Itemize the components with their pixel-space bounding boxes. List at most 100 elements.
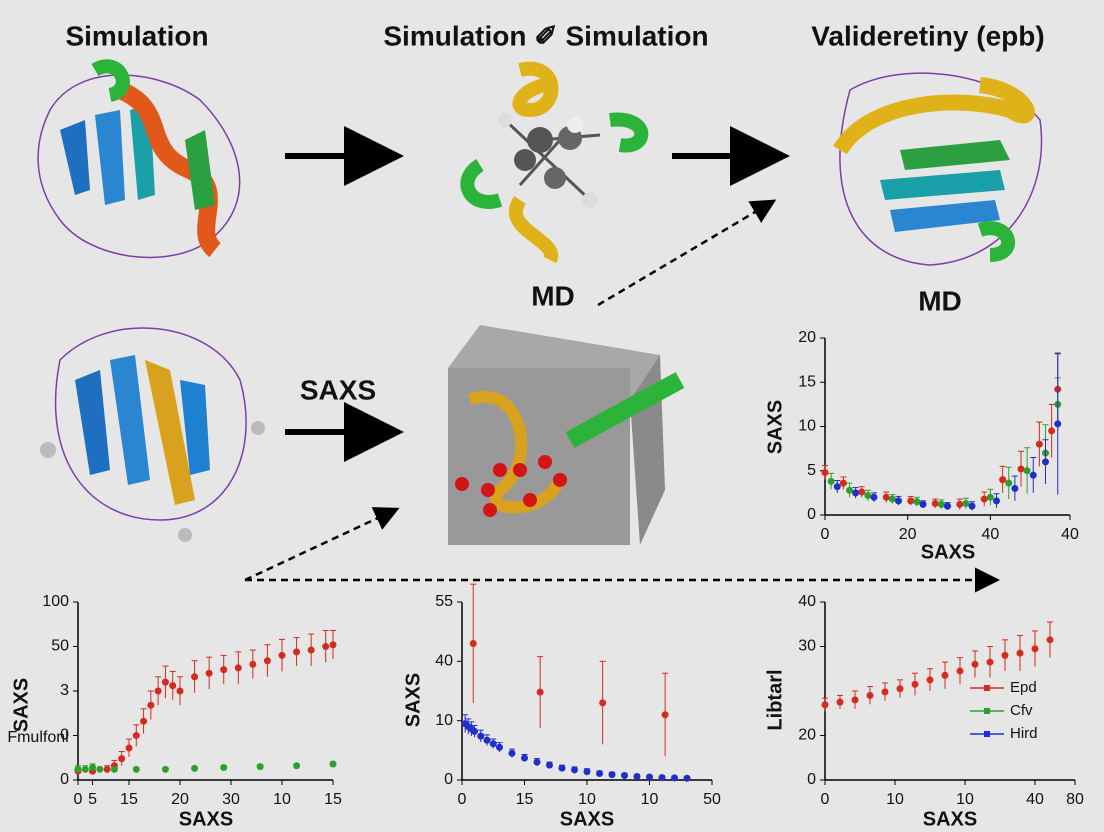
data-point: [118, 755, 126, 763]
x-tick-label: 50: [703, 791, 721, 808]
y-tick-label: 0: [807, 771, 816, 788]
data-point: [907, 497, 915, 505]
y-axis-label: Libtarl: [764, 669, 786, 730]
data-point: [599, 699, 607, 707]
legend-marker: [984, 685, 990, 691]
data-point: [944, 502, 951, 510]
data-point: [469, 640, 477, 648]
panel-label: MD: [918, 285, 962, 316]
data-point: [154, 687, 162, 695]
data-point: [496, 743, 503, 751]
y-tick-label: 3: [60, 682, 69, 699]
legend-marker: [984, 731, 990, 737]
data-point: [658, 774, 666, 782]
data-point: [329, 641, 337, 649]
data-point: [671, 774, 678, 782]
legend-marker: [984, 708, 990, 714]
legend-label: Cfv: [1010, 702, 1033, 719]
data-point: [971, 660, 979, 668]
x-tick-label: 40: [1061, 526, 1079, 543]
data-point: [1011, 484, 1019, 492]
y-tick-label: 5: [807, 462, 816, 479]
x-tick-label: 0: [458, 791, 467, 808]
x-tick-label: 0: [821, 526, 830, 543]
y-tick-label: 10: [435, 712, 453, 729]
data-point: [293, 762, 301, 770]
data-point: [533, 758, 541, 766]
data-point: [608, 771, 616, 779]
data-point: [263, 657, 271, 665]
x-tick-label: 10: [273, 791, 291, 808]
x-axis-label: SAXS: [179, 808, 233, 830]
data-point: [81, 765, 89, 773]
y-tick-label: 15: [798, 373, 816, 390]
data-point: [852, 489, 860, 497]
data-point: [839, 479, 847, 487]
data-point: [558, 764, 566, 772]
data-point: [489, 740, 497, 748]
data-point: [103, 765, 111, 773]
y-tick-label: 30: [798, 638, 816, 655]
data-point: [646, 773, 653, 781]
data-point: [140, 717, 148, 725]
y-axis-label: Fmulfonl: [7, 729, 68, 746]
y-tick-label: 55: [435, 593, 453, 610]
data-point: [1054, 420, 1062, 428]
panel-title: Simulation ✐ Simulation: [383, 20, 708, 51]
data-point: [633, 772, 641, 780]
y-tick-label: 10: [798, 418, 816, 435]
y-tick-label: 0: [444, 771, 453, 788]
x-tick-label: 80: [1066, 791, 1084, 808]
y-tick-label: 0: [60, 771, 69, 788]
data-point: [1046, 636, 1054, 644]
data-point: [993, 497, 1000, 505]
data-point: [205, 669, 213, 677]
data-point: [836, 698, 844, 706]
y-tick-label: 0: [60, 727, 69, 744]
data-point: [846, 486, 853, 494]
data-point: [307, 646, 315, 654]
x-tick-label: 15: [120, 791, 138, 808]
data-point: [919, 500, 927, 508]
data-point: [96, 765, 104, 773]
data-point: [1005, 479, 1013, 487]
data-point: [881, 688, 889, 696]
x-axis-label: SAXS: [921, 541, 975, 563]
data-point: [661, 711, 669, 719]
y-tick-label: 100: [42, 593, 69, 610]
data-point: [191, 673, 199, 681]
data-point: [833, 483, 841, 491]
data-point: [1001, 651, 1009, 659]
legend-label: Epd: [1010, 679, 1037, 696]
data-point: [980, 495, 988, 503]
data-point: [161, 678, 169, 686]
data-point: [895, 497, 902, 505]
data-point: [521, 754, 528, 762]
x-tick-label: 30: [222, 791, 240, 808]
x-tick-label: 10: [578, 791, 596, 808]
arrows: [244, 126, 1000, 593]
data-point: [477, 732, 485, 740]
data-point: [583, 768, 591, 776]
data-point: [596, 769, 603, 777]
y-tick-label: 40: [435, 653, 453, 670]
data-point: [821, 701, 829, 709]
panel-title: Simulation: [65, 20, 208, 51]
data-point: [986, 493, 994, 501]
data-point: [147, 701, 155, 709]
protein-illustration: [833, 72, 1043, 266]
data-point: [1023, 467, 1031, 475]
simulation-box: [448, 325, 685, 545]
data-point: [851, 696, 859, 704]
data-point: [683, 774, 691, 782]
data-point: [220, 764, 228, 772]
x-tick-label: 10: [641, 791, 659, 808]
protein-illustration: [40, 327, 265, 542]
data-point: [870, 493, 878, 501]
data-point: [132, 732, 140, 739]
y-axis-label: SAXS: [402, 673, 424, 727]
data-point: [1035, 440, 1043, 448]
data-point: [471, 727, 478, 735]
data-point: [256, 763, 264, 771]
